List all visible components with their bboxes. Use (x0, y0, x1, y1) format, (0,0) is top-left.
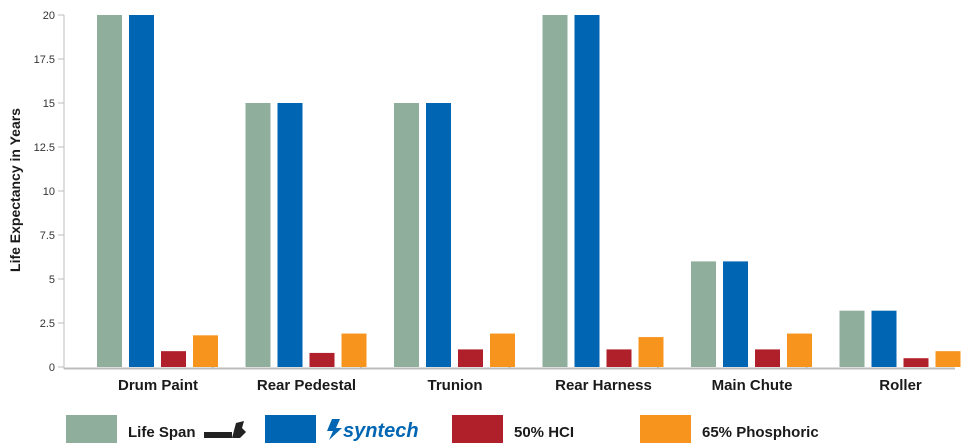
bar-65-phosphoric-main-chute (787, 333, 812, 367)
x-category-label: Rear Harness (555, 377, 652, 394)
bars (97, 15, 961, 367)
y-tick-label: 0 (49, 362, 55, 374)
legend-label: Life Span (128, 424, 196, 441)
y-axis: 0 2.5 5 7.5 10 12.5 15 17.5 20 (34, 10, 65, 374)
bar-65-phosphoric-rear-pedestal (341, 333, 367, 367)
legend-swatch (265, 415, 316, 443)
x-category-label: Trunion (428, 377, 483, 394)
legend-swatch (66, 415, 117, 443)
legend-label: syntech (343, 420, 419, 442)
bar-50-hci-roller (903, 358, 929, 367)
bar-65-phosphoric-rear-harness (638, 337, 664, 367)
bar-50-hci-trunion (458, 349, 483, 367)
bar-syntech-rear-pedestal (277, 103, 303, 367)
x-category-label: Rear Pedestal (257, 377, 356, 394)
y-tick-label: 15 (43, 98, 55, 110)
legend-swatch (452, 415, 503, 443)
legend: Life Span syntech 50% HCI 65% Phosphoric (66, 415, 819, 443)
bar-life-span-trunion (394, 103, 419, 367)
logo-bar (204, 432, 232, 438)
y-tick-label: 12.5 (34, 142, 55, 154)
legend-label: 65% Phosphoric (702, 424, 819, 441)
bar-50-hci-rear-harness (606, 349, 632, 367)
bar-life-span-rear-harness (542, 15, 568, 367)
y-tick-label: 5 (49, 274, 55, 286)
bar-life-span-roller (839, 310, 865, 367)
bar-life-span-main-chute (691, 261, 716, 367)
bar-65-phosphoric-trunion (490, 333, 515, 367)
bar-syntech-main-chute (723, 261, 748, 367)
bar-syntech-trunion (426, 103, 451, 367)
bar-syntech-drum-paint (129, 15, 154, 367)
x-category-label: Drum Paint (118, 377, 198, 394)
x-category-label: Roller (879, 377, 922, 394)
bar-65-phosphoric-roller (935, 351, 961, 367)
bar-50-hci-main-chute (755, 349, 780, 367)
legend-label: 50% HCI (514, 424, 574, 441)
bolt-icon (327, 419, 342, 440)
bar-50-hci-drum-paint (161, 351, 186, 367)
y-tick-label: 10 (43, 186, 55, 198)
y-tick-label: 2.5 (40, 318, 55, 330)
x-category-label: Main Chute (712, 377, 793, 394)
logo-figure (232, 421, 246, 438)
y-tick-label: 17.5 (34, 54, 55, 66)
bar-syntech-roller (871, 310, 897, 367)
y-tick-label: 7.5 (40, 230, 55, 242)
bar-syntech-rear-harness (574, 15, 600, 367)
y-tick-label: 20 (43, 10, 55, 22)
y-axis-title: Life Expectancy in Years (7, 108, 23, 272)
bar-65-phosphoric-drum-paint (193, 335, 218, 367)
category-labels: Drum Paint Rear Pedestal Trunion Rear Harne… (118, 377, 922, 394)
brand-logo-icon (204, 421, 246, 438)
bar-life-span-drum-paint (97, 15, 122, 367)
legend-swatch (640, 415, 691, 443)
bar-50-hci-rear-pedestal (309, 352, 335, 367)
bar-life-span-rear-pedestal (245, 103, 271, 367)
